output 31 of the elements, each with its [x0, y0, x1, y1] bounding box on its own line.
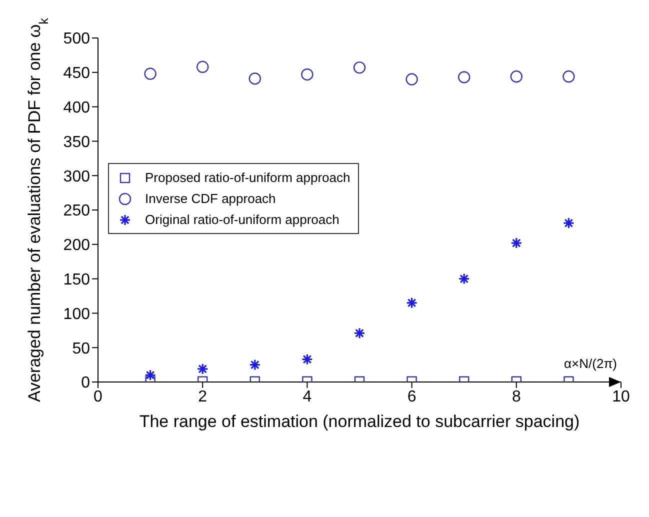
legend-label: Proposed ratio-of-uniform approach — [145, 170, 350, 185]
legend-label: Inverse CDF approach — [145, 191, 276, 206]
point — [353, 61, 366, 74]
y-tick-label: 50 — [72, 340, 90, 358]
x-tick-label: 6 — [407, 388, 416, 406]
point — [458, 71, 470, 84]
point — [196, 60, 209, 73]
point — [562, 70, 575, 83]
point — [301, 68, 314, 81]
point — [510, 70, 522, 83]
x-tick-label: 4 — [302, 388, 312, 406]
y-tick-label: 200 — [63, 237, 90, 254]
point — [406, 73, 418, 86]
y-tick-label: 0 — [81, 374, 90, 392]
x-axis-title: The range of estimation (normalized to subcarrier spacing) — [139, 412, 580, 431]
annotation: α×N/(2π) — [564, 356, 617, 371]
y-tick-label: 400 — [63, 99, 90, 116]
y-tick-label: 500 — [63, 30, 90, 48]
x-tick-label: 2 — [198, 388, 208, 406]
x-tick-label: 10 — [612, 388, 630, 406]
x-tick-label: 0 — [94, 388, 103, 406]
y-tick-label: 100 — [63, 306, 90, 323]
point — [248, 72, 261, 85]
y-tick-label: 300 — [63, 168, 90, 186]
x-tick-label: 8 — [512, 388, 521, 406]
y-tick-label: 150 — [63, 271, 90, 288]
y-tick-label: 250 — [63, 202, 90, 220]
legend-label: Original ratio-of-uniform approach — [145, 212, 340, 227]
y-tick-label: 450 — [63, 65, 90, 82]
y-tick-label: 350 — [63, 134, 90, 151]
point — [144, 68, 156, 80]
